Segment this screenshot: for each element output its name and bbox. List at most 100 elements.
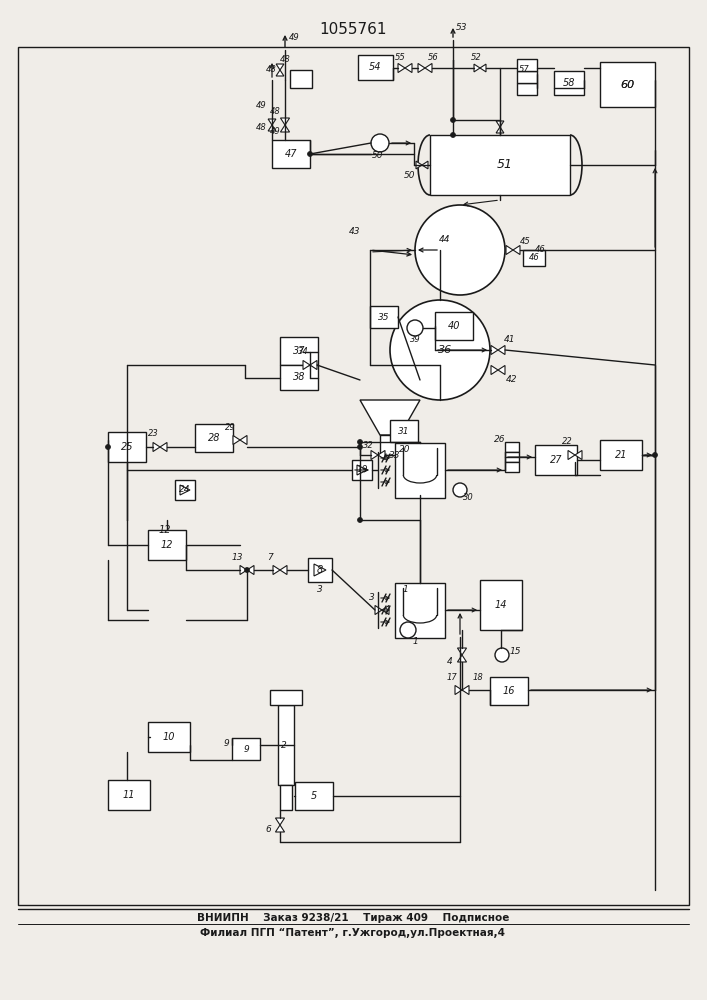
Circle shape: [450, 117, 455, 122]
Text: 20: 20: [399, 446, 411, 454]
Text: 55: 55: [395, 52, 405, 62]
Polygon shape: [280, 565, 287, 575]
Bar: [435, 312, 473, 340]
Circle shape: [358, 444, 363, 450]
Bar: [380, 435, 400, 455]
Polygon shape: [240, 435, 247, 445]
Text: 46: 46: [534, 245, 545, 254]
Bar: [290, 70, 312, 88]
Bar: [148, 722, 190, 752]
Bar: [175, 480, 195, 500]
Text: 48: 48: [266, 66, 276, 75]
Text: 35: 35: [378, 312, 390, 322]
Text: 24: 24: [180, 486, 191, 494]
Polygon shape: [480, 64, 486, 72]
Polygon shape: [160, 442, 167, 452]
Bar: [490, 677, 528, 705]
Text: 40: 40: [448, 321, 460, 331]
Text: 39: 39: [409, 336, 421, 344]
Text: 33: 33: [390, 450, 401, 460]
Polygon shape: [276, 825, 284, 832]
Text: 12: 12: [160, 540, 173, 550]
Text: 53: 53: [456, 23, 468, 32]
Text: 60: 60: [620, 80, 635, 90]
Polygon shape: [357, 465, 367, 475]
Bar: [517, 83, 537, 95]
Circle shape: [105, 444, 110, 450]
Text: 6: 6: [265, 826, 271, 834]
Polygon shape: [457, 655, 467, 662]
Polygon shape: [314, 564, 326, 576]
Text: 27: 27: [550, 455, 562, 465]
Circle shape: [358, 440, 363, 444]
Bar: [18, 47, 689, 905]
Text: 3: 3: [369, 593, 375, 602]
Text: 30: 30: [462, 493, 474, 502]
Text: 28: 28: [208, 433, 221, 443]
Circle shape: [390, 300, 490, 400]
Circle shape: [415, 205, 505, 295]
Bar: [358, 55, 393, 80]
Bar: [232, 738, 260, 760]
Polygon shape: [378, 450, 385, 460]
Text: 48: 48: [269, 107, 281, 116]
Text: 48: 48: [280, 55, 291, 64]
Text: 26: 26: [494, 436, 506, 444]
Text: 58: 58: [563, 78, 575, 88]
Polygon shape: [418, 63, 425, 73]
Polygon shape: [233, 435, 240, 445]
Bar: [600, 440, 642, 470]
Bar: [480, 580, 522, 630]
Text: 46: 46: [529, 253, 539, 262]
Bar: [108, 780, 150, 810]
Text: 4: 4: [447, 658, 453, 666]
Bar: [108, 432, 146, 462]
Circle shape: [245, 568, 250, 572]
Text: 45: 45: [520, 237, 530, 246]
Text: 18: 18: [472, 674, 484, 682]
Text: 9: 9: [223, 740, 229, 748]
Bar: [505, 442, 519, 452]
Text: 57: 57: [519, 66, 530, 75]
Bar: [505, 452, 519, 462]
Polygon shape: [462, 685, 469, 695]
Text: 17: 17: [447, 674, 457, 682]
Polygon shape: [405, 63, 412, 73]
Text: 50: 50: [373, 150, 384, 159]
Polygon shape: [491, 365, 498, 375]
Circle shape: [495, 648, 509, 662]
Text: 11: 11: [123, 790, 135, 800]
Text: 21: 21: [615, 450, 627, 460]
Polygon shape: [281, 118, 290, 125]
Text: 38: 38: [293, 372, 305, 382]
Polygon shape: [474, 64, 480, 72]
Text: 42: 42: [506, 375, 518, 384]
Polygon shape: [180, 485, 190, 495]
Circle shape: [450, 132, 455, 137]
Bar: [554, 71, 584, 95]
Bar: [272, 140, 310, 168]
Text: 19: 19: [356, 466, 368, 475]
Bar: [395, 442, 445, 497]
Polygon shape: [491, 345, 498, 355]
Text: 5: 5: [311, 791, 317, 801]
Polygon shape: [153, 442, 160, 452]
Text: 25: 25: [121, 442, 133, 452]
Text: 15: 15: [509, 648, 521, 656]
Text: 43: 43: [349, 228, 361, 236]
Text: 49: 49: [269, 127, 281, 136]
Bar: [280, 337, 318, 365]
Text: 13: 13: [231, 554, 243, 562]
Text: 10: 10: [163, 732, 175, 742]
Polygon shape: [496, 121, 504, 127]
Text: 48: 48: [256, 123, 267, 132]
Bar: [517, 59, 537, 71]
Text: 50: 50: [404, 170, 416, 180]
Polygon shape: [568, 450, 575, 460]
Circle shape: [653, 452, 658, 458]
Polygon shape: [513, 245, 520, 255]
Text: 2: 2: [281, 740, 287, 750]
Text: 31: 31: [398, 426, 410, 436]
Polygon shape: [457, 648, 467, 655]
Text: 49: 49: [256, 101, 267, 109]
